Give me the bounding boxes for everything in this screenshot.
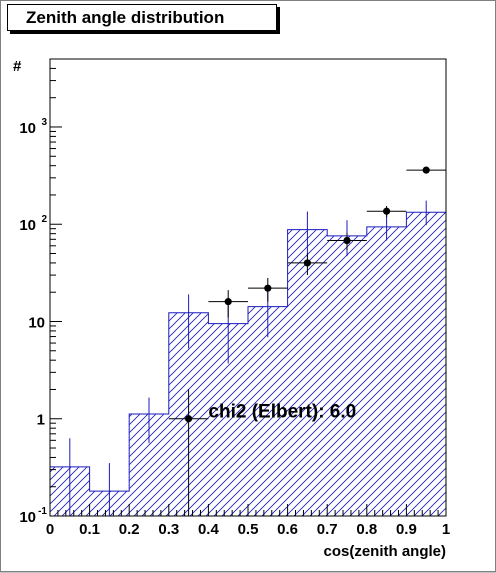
x-tick-label: 0.2 — [119, 521, 140, 538]
x-tick-label: 0.4 — [198, 521, 220, 538]
x-tick-label: 0.3 — [158, 521, 179, 538]
x-tick-label: 1 — [442, 521, 450, 538]
x-tick-label: 0.9 — [396, 521, 417, 538]
data-point — [303, 259, 311, 267]
x-tick-label: 0.6 — [277, 521, 298, 538]
data-point — [185, 415, 193, 423]
y-tick-label: 10 — [19, 509, 36, 526]
y-axis-title: # — [13, 58, 22, 75]
y-tick-label: 10 — [19, 217, 36, 234]
x-tick-label: 0 — [46, 521, 54, 538]
y-tick-label: 1 — [37, 412, 45, 429]
y-tick-label: 10 — [19, 120, 36, 137]
x-tick-label: 0.7 — [317, 521, 338, 538]
y-tick-exponent: 3 — [41, 117, 47, 128]
x-tick-label: 0.1 — [79, 521, 100, 538]
y-tick-exponent: -1 — [38, 506, 47, 517]
chart-title: Zenith angle distribution — [26, 7, 225, 27]
data-point — [264, 284, 272, 292]
data-point — [224, 298, 232, 306]
y-tick-exponent: 2 — [41, 214, 47, 225]
data-point — [343, 236, 351, 245]
data-point — [383, 207, 391, 215]
data-point — [422, 166, 430, 174]
x-tick-label: 0.8 — [356, 521, 377, 538]
x-axis-title: cos(zenith angle) — [323, 543, 446, 560]
x-tick-label: 0.5 — [238, 521, 259, 538]
chart-title-box: Zenith angle distribution — [7, 4, 277, 31]
y-tick-label: 10 — [28, 314, 45, 331]
chi2-annotation: chi2 (Elbert): 6.0 — [208, 402, 356, 423]
